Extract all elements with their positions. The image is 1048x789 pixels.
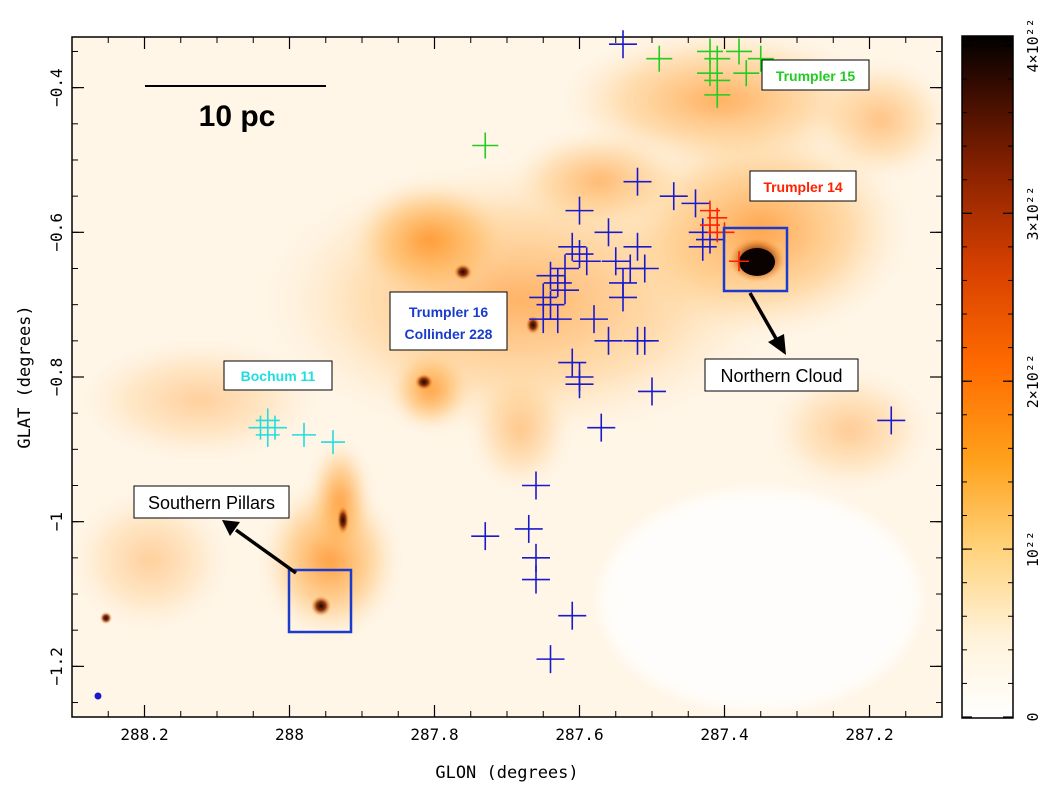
label-southern-pillars: Southern Pillars	[133, 485, 290, 519]
blue-source-marker	[630, 326, 659, 355]
red-source-marker	[700, 200, 720, 221]
blue-source-marker	[638, 377, 666, 406]
blue-source-marker	[514, 514, 543, 543]
blue-source-marker	[471, 522, 500, 551]
green-source-marker	[726, 38, 752, 65]
y-axis-label: GLAT (degrees)	[15, 305, 35, 448]
x-tick-label: 287.2	[845, 725, 893, 744]
blue-source-marker	[536, 645, 565, 674]
colorbar	[961, 35, 1014, 719]
southern-pillars-arrow	[222, 520, 298, 575]
label-trumpler16-line1: Trumpler 16	[409, 304, 489, 320]
blue-source-marker	[623, 167, 652, 196]
y-axis-ticks: −0.4 −0.6 −0.8 −1 −1.2	[47, 50, 942, 704]
colorbar-tick-label: 3×10²²	[1024, 186, 1042, 240]
label-trumpler16: Trumpler 16 Collinder 228	[389, 291, 508, 351]
blue-source-marker	[580, 305, 608, 334]
label-trumpler14: Trumpler 14	[749, 170, 857, 202]
green-source-marker	[646, 45, 673, 72]
x-tick-label: 288	[275, 725, 304, 744]
label-trumpler16-line2: Collinder 228	[405, 326, 493, 342]
blue-source-marker	[594, 326, 623, 355]
blue-source-marker	[551, 276, 579, 305]
cyan-source-marker	[255, 422, 280, 447]
blue-source-marker	[659, 182, 688, 211]
colorbar-tick-label: 4×10²²	[1024, 18, 1042, 72]
label-trumpler14-text: Trumpler 14	[763, 179, 843, 195]
green-source-marker	[697, 38, 723, 65]
blue-source-marker	[565, 196, 594, 225]
red-source-marker	[729, 251, 749, 272]
column-density-image	[72, 37, 942, 717]
blue-source-marker	[536, 261, 565, 290]
x-tick-label: 287.4	[700, 725, 748, 744]
blue-source-marker	[558, 348, 587, 377]
cyan-source-marker	[321, 430, 345, 455]
label-bochum11: Bochum 11	[223, 360, 333, 391]
blue-source-marker	[558, 601, 587, 630]
colorbar-tick-label: 10²²	[1024, 531, 1042, 567]
label-trumpler15: Trumpler 15	[761, 59, 870, 91]
label-bochum11-text: Bochum 11	[241, 368, 316, 384]
blue-source-marker	[630, 254, 659, 283]
scale-bar-label: 10 pc	[199, 100, 276, 133]
blue-source-marker	[681, 189, 710, 218]
blue-source-marker	[601, 247, 630, 276]
colorbar-tick-label: 0	[1024, 712, 1042, 721]
blue-source-marker	[565, 370, 594, 399]
southern-pillars-box	[287, 568, 353, 634]
blue-source-marker	[877, 406, 906, 435]
blue-source-marker	[587, 413, 616, 442]
green-source-marker	[747, 45, 774, 72]
green-source-marker	[472, 132, 499, 159]
beam-size-dot	[94, 692, 102, 700]
x-axis-label: GLON (degrees)	[435, 763, 578, 783]
y-tick-label: −0.8	[47, 358, 66, 397]
label-trumpler15-text: Trumpler 15	[776, 68, 856, 84]
blue-source-marker	[609, 30, 637, 59]
blue-source-marker	[609, 283, 637, 312]
y-tick-label: −1.2	[47, 647, 66, 686]
y-tick-label: −0.4	[47, 68, 66, 107]
label-northern-cloud: Northern Cloud	[704, 358, 859, 392]
x-axis-ticks: 288.2 288 287.8 287.6 287.4 287.2	[71, 37, 943, 744]
label-northern-cloud-text: Northern Cloud	[720, 366, 842, 386]
green-source-marker	[704, 81, 731, 108]
colorbar-tick-label: 2×10²²	[1024, 354, 1042, 408]
blue-source-marker	[536, 290, 565, 319]
blue-source-marker	[543, 268, 572, 297]
colorbar-ticks: 0 10²² 2×10²² 3×10²² 4×10²²	[962, 18, 1042, 722]
dense-cores	[100, 238, 785, 624]
x-tick-label: 287.6	[555, 725, 603, 744]
blue-source-marker	[565, 240, 594, 269]
y-tick-label: −0.6	[47, 213, 66, 252]
y-tick-label: −1	[47, 512, 66, 531]
cyan-source-marker	[292, 422, 316, 447]
blue-source-marker	[594, 218, 623, 247]
label-southern-pillars-text: Southern Pillars	[148, 493, 275, 513]
x-tick-label: 287.8	[410, 725, 458, 744]
source-markers	[248, 30, 906, 674]
green-source-marker	[697, 60, 723, 87]
blue-source-marker	[522, 471, 550, 500]
green-source-marker	[733, 60, 760, 87]
green-source-marker	[704, 45, 731, 72]
blue-source-marker	[572, 247, 601, 276]
dust-emission-structure	[72, 37, 942, 710]
blue-source-marker	[558, 232, 587, 261]
blue-source-marker	[522, 565, 550, 594]
blue-source-marker	[543, 305, 572, 334]
northern-cloud-box	[722, 226, 789, 293]
blue-source-marker	[623, 232, 652, 261]
northern-cloud-arrow	[748, 292, 786, 355]
blue-source-marker	[688, 232, 717, 261]
x-tick-label: 288.2	[120, 725, 168, 744]
